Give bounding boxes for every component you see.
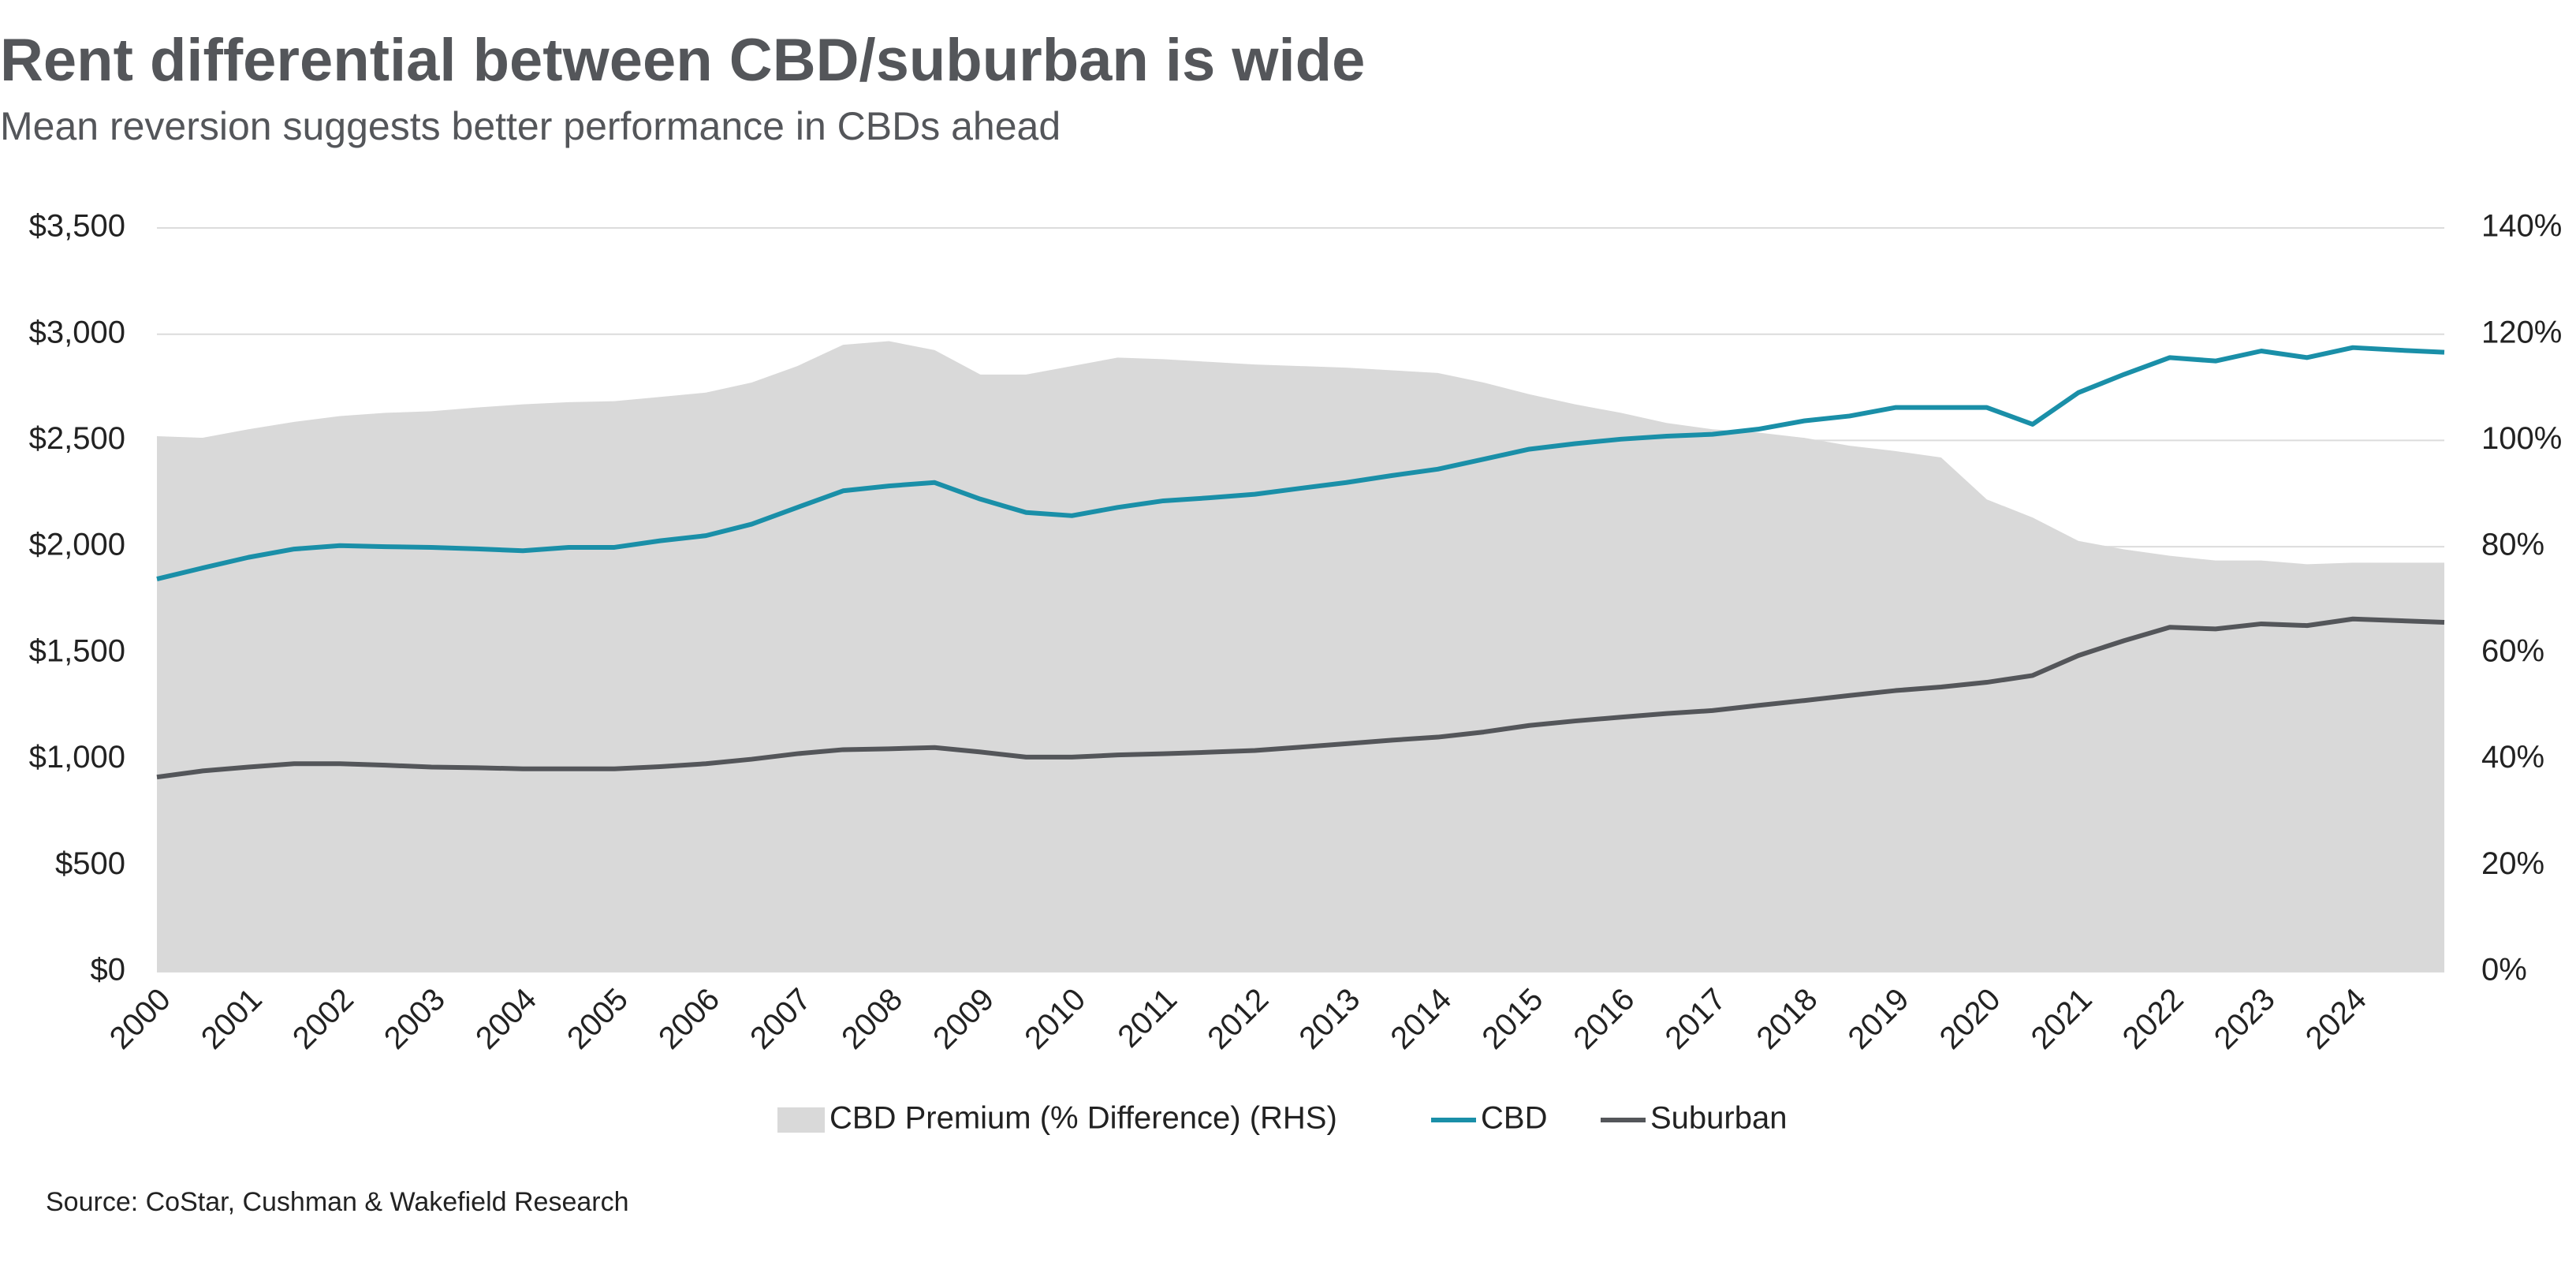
x-tick-label: 2006 <box>652 982 726 1056</box>
y-tick-label: $0 <box>91 953 126 988</box>
x-tick-label: 2020 <box>1933 982 2007 1056</box>
x-tick-label: 2005 <box>561 982 635 1056</box>
x-tick-label: 2010 <box>1018 982 1092 1056</box>
line <box>156 345 2445 582</box>
y2-tick-label: 120% <box>2481 315 2562 349</box>
x-tick-label: 2004 <box>469 982 543 1056</box>
y2-tick-label: 20% <box>2481 846 2544 881</box>
x-tick-label: 2023 <box>2208 982 2282 1056</box>
legend-label: CBD Premium (% Difference) (RHS) <box>829 1101 1337 1136</box>
x-tick-label: 2001 <box>195 982 269 1056</box>
area <box>157 341 2444 972</box>
chart-title: Rent differential between CBD/suburban i… <box>0 27 1365 94</box>
y-tick-label: $2,000 <box>29 528 125 562</box>
y2-tick-label: 0% <box>2481 953 2527 988</box>
x-tick-label: 2019 <box>1842 982 1916 1056</box>
y-tick-label: $500 <box>55 846 125 881</box>
x-tick-label: 2022 <box>2116 982 2190 1056</box>
x-tick-label: 2000 <box>103 982 177 1056</box>
x-tick-label: 2014 <box>1384 982 1458 1056</box>
y-tick-label: $2,500 <box>29 421 125 456</box>
x-tick-label: 2002 <box>286 982 360 1056</box>
legend-label: CBD <box>1481 1101 1547 1136</box>
x-tick-label: 2009 <box>926 982 1001 1056</box>
line <box>156 616 2445 780</box>
x-tick-label: 2008 <box>835 982 909 1056</box>
y2-tick-label: 100% <box>2481 421 2562 456</box>
x-tick-label: 2007 <box>744 982 818 1056</box>
y-tick-label: $3,500 <box>29 209 125 244</box>
x-tick-label: 2013 <box>1292 982 1366 1056</box>
x-tick-label: 2017 <box>1658 982 1732 1056</box>
y-tick-label: $1,000 <box>29 740 125 775</box>
x-tick-label: 2011 <box>1111 982 1184 1055</box>
x-tick-label: 2024 <box>2299 982 2373 1056</box>
y-tick-label: $3,000 <box>29 315 125 349</box>
y-tick-label: $1,500 <box>29 633 125 668</box>
x-tick-label: 2016 <box>1567 982 1641 1056</box>
legend-label: Suburban <box>1650 1101 1787 1136</box>
y2-tick-label: 40% <box>2481 740 2544 775</box>
x-tick-label: 2003 <box>378 982 452 1056</box>
source-note: Source: CoStar, Cushman & Wakefield Rese… <box>46 1187 629 1217</box>
x-tick-label: 2012 <box>1201 982 1275 1056</box>
x-tick-label: 2015 <box>1475 982 1549 1056</box>
y2-tick-label: 80% <box>2481 528 2544 562</box>
x-tick-label: 2021 <box>2025 982 2099 1056</box>
chart-subtitle: Mean reversion suggests better performan… <box>0 104 1061 148</box>
x-tick-label: 2018 <box>1750 982 1825 1056</box>
y2-tick-label: 60% <box>2481 633 2544 668</box>
y2-tick-label: 140% <box>2481 209 2562 244</box>
legend-swatch <box>777 1107 825 1133</box>
